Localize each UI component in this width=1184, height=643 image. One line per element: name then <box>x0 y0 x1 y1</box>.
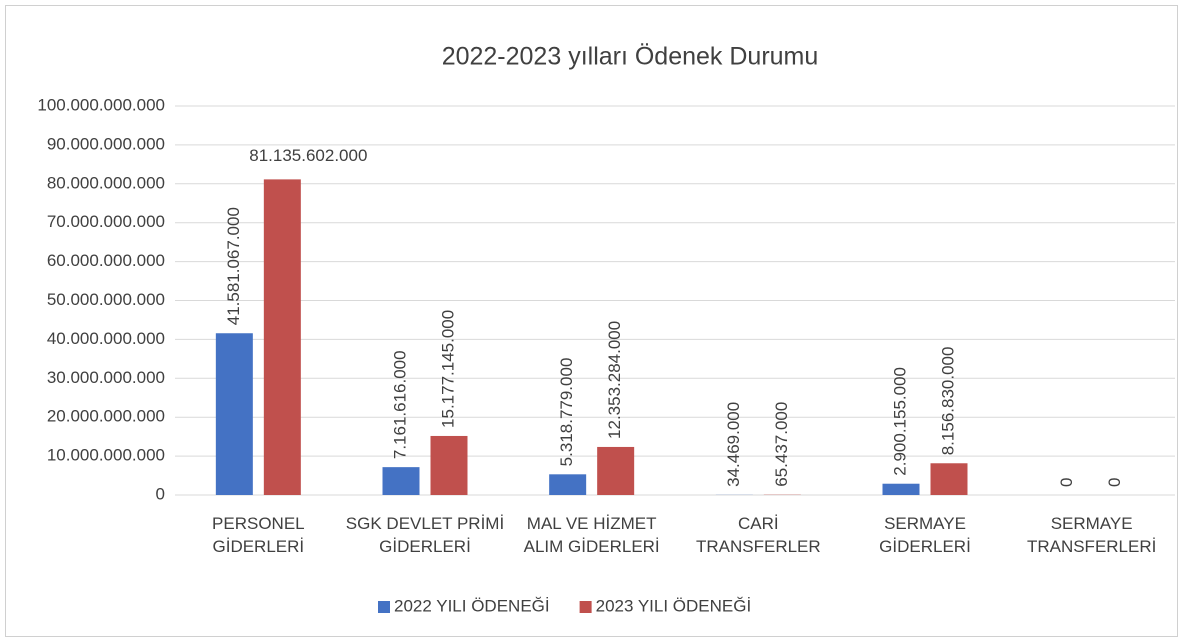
data-label: 34.469.000 <box>724 402 743 487</box>
data-label: 5.318.779.000 <box>557 358 576 467</box>
bar <box>430 435 468 495</box>
data-label: 8.156.830.000 <box>938 347 957 456</box>
data-label: 65.437.000 <box>772 402 791 487</box>
chart-frame <box>5 5 1178 637</box>
data-label: 7.161.616.000 <box>390 350 409 459</box>
bar <box>263 179 301 495</box>
y-tick-label: 90.000.000.000 <box>47 134 165 153</box>
legend-swatch <box>579 601 592 613</box>
bar <box>549 474 587 495</box>
data-label: 12.353.284.000 <box>605 321 624 439</box>
y-tick-label: 10.000.000.000 <box>47 446 165 465</box>
x-tick-label: CARİ TRANSFERLER <box>695 514 821 556</box>
y-tick-label: 0 <box>156 484 165 503</box>
y-tick-label: 40.000.000.000 <box>47 329 165 348</box>
x-tick-label: PERSONEL GİDERLERİ <box>212 514 305 556</box>
x-tick-label: MAL VE HİZMET ALIM GİDERLERİ <box>523 514 660 556</box>
bar <box>597 446 635 495</box>
y-tick-label: 60.000.000.000 <box>47 251 165 270</box>
bar <box>882 483 920 495</box>
legend-label: 2023 YILI ÖDENEĞİ <box>596 596 752 615</box>
y-tick-label: 70.000.000.000 <box>47 212 165 231</box>
x-tick-label: SERMAYE TRANSFERLERİ <box>1026 514 1157 556</box>
legend-label: 2022 YILI ÖDENEĞİ <box>394 596 550 615</box>
y-tick-label: 50.000.000.000 <box>47 290 165 309</box>
x-tick-label: SGK DEVLET PRİMİ GİDERLERİ <box>345 514 505 556</box>
bar <box>930 463 968 495</box>
x-tick-label: SERMAYE GİDERLERİ <box>879 514 971 556</box>
y-tick-label: 30.000.000.000 <box>47 368 165 387</box>
data-label: 41.581.067.000 <box>224 207 243 325</box>
legend-swatch <box>378 601 390 613</box>
bar <box>215 333 253 495</box>
y-tick-label: 80.000.000.000 <box>47 173 165 192</box>
data-label: 15.177.145.000 <box>438 310 457 428</box>
bar <box>382 467 420 495</box>
data-label: 81.135.602.000 <box>249 146 367 165</box>
y-tick-label: 20.000.000.000 <box>47 407 165 426</box>
chart-title: 2022-2023 yılları Ödenek Durumu <box>442 43 819 71</box>
data-label: 0 <box>1105 478 1124 487</box>
data-label: 2.900.155.000 <box>890 367 909 476</box>
data-label: 0 <box>1057 478 1076 487</box>
y-tick-label: 100.000.000.000 <box>37 95 165 114</box>
